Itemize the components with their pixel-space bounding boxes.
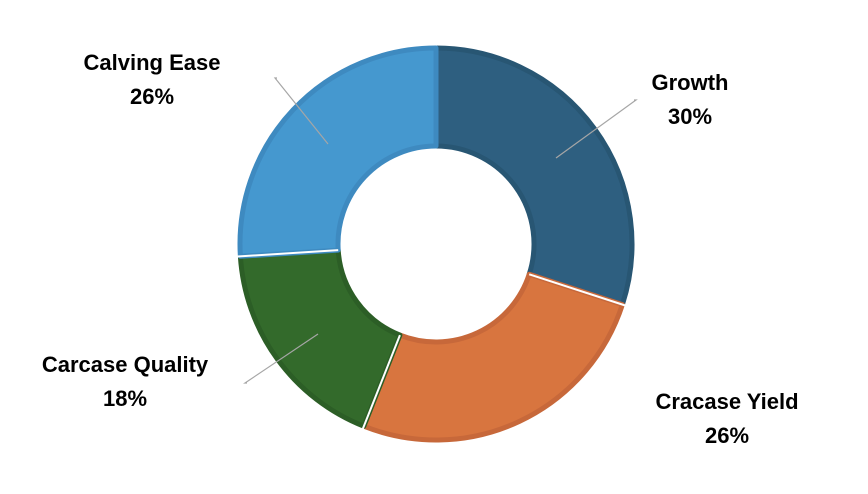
data-label-category: Cracase Yield (655, 389, 798, 414)
slice-calving-ease (237, 45, 439, 259)
data-label-category: Calving Ease (84, 50, 221, 75)
leader-line-calving-ease (273, 77, 329, 145)
slice-cracase-yield (361, 271, 625, 443)
data-label-value: 30% (668, 104, 712, 129)
slice-growth (433, 45, 635, 308)
data-label-category: Carcase Quality (42, 352, 209, 377)
leader-line-growth (555, 99, 638, 159)
data-label-value: 26% (130, 84, 174, 109)
leader-lines (243, 77, 638, 384)
slice-separator (528, 273, 626, 307)
data-label-category: Growth (652, 70, 729, 95)
slice-separator (361, 334, 401, 430)
data-label-value: 18% (103, 386, 147, 411)
slice-carcase-quality (237, 247, 403, 429)
data-labels: Growth 30% Cracase Yield 26% Carcase Quality… (42, 50, 799, 448)
donut-slices (237, 45, 635, 443)
data-label-value: 26% (705, 423, 749, 448)
leader-line-carcase-quality (243, 333, 319, 384)
slice-separator (237, 249, 339, 258)
